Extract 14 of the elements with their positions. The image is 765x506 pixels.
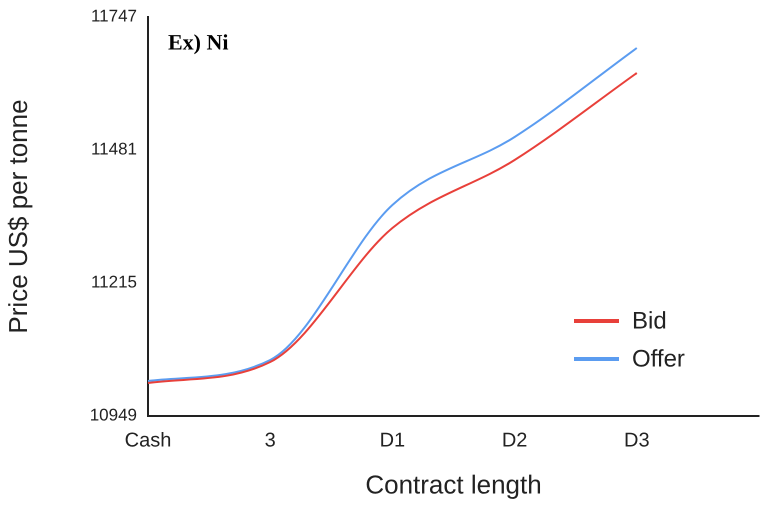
x-tick-label: 3: [264, 430, 276, 452]
x-tick-label: D1: [380, 430, 406, 452]
y-tick-label: 10949: [90, 406, 137, 425]
x-tick-label: D2: [502, 430, 528, 452]
x-tick-label: D3: [624, 430, 650, 452]
x-axis-title: Contract length: [365, 470, 542, 500]
y-tick-label: 11747: [90, 6, 137, 26]
y-axis-title: Price US$ per tonne: [2, 99, 33, 334]
y-tick-label: 11215: [90, 272, 137, 292]
legend-label: Bid: [632, 308, 667, 335]
legend-label: Offer: [632, 346, 685, 373]
x-tick-label: Cash: [124, 430, 172, 452]
text: Ex) Ni: [168, 30, 228, 55]
y-tick-label: 11481: [90, 140, 137, 159]
